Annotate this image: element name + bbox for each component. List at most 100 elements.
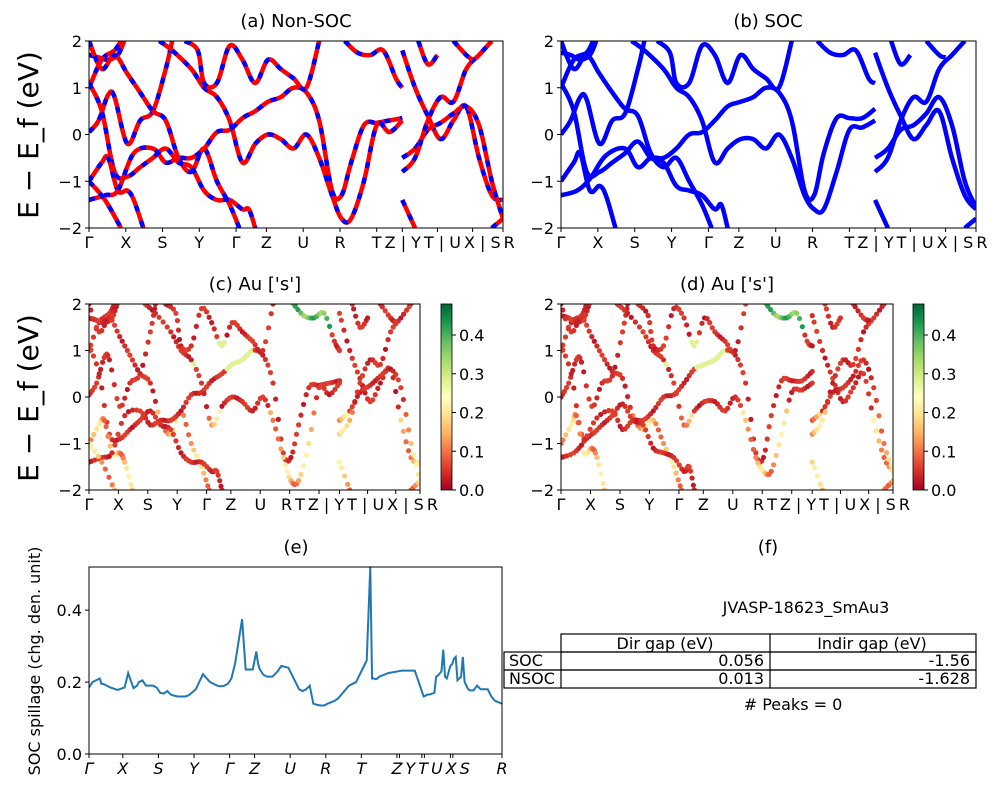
panel-c-scatter-point bbox=[403, 439, 409, 445]
panel-d-scatter-point bbox=[601, 487, 608, 490]
panel-d-colorbar-label: 0.3 bbox=[931, 365, 956, 384]
panel-c-scatter-point bbox=[267, 369, 274, 376]
panel-d-scatter-point bbox=[584, 308, 590, 314]
panel-d-scatter-point bbox=[573, 413, 579, 419]
panel-c-scatter-point bbox=[262, 356, 268, 363]
panel-c-scatter-point bbox=[405, 448, 412, 454]
panel-a-band-dash bbox=[400, 199, 418, 228]
panel-c-scatter-point bbox=[265, 402, 271, 409]
panel-c-scatter-point bbox=[336, 347, 343, 354]
panel-d-scatter-point bbox=[858, 337, 864, 343]
panel-d-scatter-point bbox=[562, 334, 569, 340]
panel-a-band-dash bbox=[89, 41, 123, 89]
panel-d-scatter-point bbox=[828, 320, 834, 326]
panel-c-scatter-point bbox=[111, 322, 118, 328]
panel-b-frame bbox=[560, 40, 977, 229]
panel-d-scatter-point bbox=[819, 487, 826, 490]
panel-c-scatter-point bbox=[109, 317, 115, 323]
panel-c-scatter-point bbox=[216, 409, 222, 415]
panel-d-scatter-point bbox=[742, 417, 749, 423]
panel-d-scatter-point bbox=[725, 405, 731, 411]
panel-d-scatter-point bbox=[766, 424, 772, 430]
panel-d-scatter-point bbox=[699, 320, 705, 326]
panel-c-colorbar-label: 0.3 bbox=[459, 365, 484, 384]
panel-c-scatter-point bbox=[370, 397, 376, 403]
panel-b-plot-area bbox=[561, 41, 976, 228]
panel-d-scatter-point bbox=[773, 392, 779, 399]
panel-d-scatter-point bbox=[850, 385, 856, 391]
panel-d-scatter-point bbox=[809, 368, 815, 375]
panel-c-colorbar-label: 0.4 bbox=[459, 326, 484, 345]
panel-d-scatter-point bbox=[604, 361, 610, 367]
panel-c-scatter-point bbox=[91, 431, 97, 438]
panel-c-scatter-point bbox=[206, 487, 212, 490]
panel-d-scatter-point bbox=[678, 415, 685, 421]
panel-d-scatter-point bbox=[886, 457, 892, 463]
panel-c-scatter-point bbox=[403, 307, 410, 313]
panel-c-scatter-point bbox=[408, 304, 414, 307]
panel-d-scatter-point bbox=[740, 409, 746, 416]
panel-d-scatter-point bbox=[737, 402, 744, 409]
panel-c-scatter-point bbox=[408, 440, 414, 447]
panel-a-xtick-label: R bbox=[504, 233, 515, 252]
panel-d-ytick-label: −2 bbox=[530, 481, 554, 500]
panel-d-scatter-point bbox=[827, 389, 833, 395]
panel-c-scatter-point bbox=[206, 415, 212, 421]
panel-c-xtick-label: T bbox=[294, 495, 305, 514]
panel-c-scatter-point bbox=[140, 410, 146, 417]
panel-d-scatter-point bbox=[881, 440, 887, 447]
panel-c-scatter-point bbox=[126, 474, 132, 480]
panel-b-band-line bbox=[561, 85, 877, 203]
panel-c-scatter-point bbox=[114, 395, 120, 402]
panel-b-xtick-label: Z bbox=[733, 233, 744, 252]
panel-d-scatter-point bbox=[809, 343, 815, 349]
panel-d-colorbar-label: 0.0 bbox=[931, 481, 956, 500]
panel-c-scatter-point bbox=[282, 462, 288, 468]
panel-c-scatter-point bbox=[352, 399, 358, 405]
panel-d-scatter-point bbox=[876, 413, 882, 419]
panel-c-scatter-point bbox=[170, 431, 176, 437]
panel-a-band-dash bbox=[89, 85, 403, 203]
panel-d-scatter-point bbox=[653, 404, 659, 411]
panel-d-scatter-point bbox=[615, 417, 621, 423]
panel-d-scatter-point bbox=[760, 454, 767, 461]
panel-c-scatter-point bbox=[205, 483, 211, 489]
panel-c-scatter-point bbox=[99, 359, 106, 365]
panel-e-xtick-label: S bbox=[460, 759, 470, 778]
panel-c-scatter-point bbox=[160, 319, 166, 325]
panel-d-scatter-point bbox=[568, 422, 574, 428]
panel-c-colorbar bbox=[440, 303, 453, 491]
panel-c-scatter-point bbox=[234, 322, 240, 328]
panel-d-scatter-point bbox=[860, 371, 867, 377]
panel-d-scatter-point bbox=[781, 420, 787, 426]
panel-d-scatter-point bbox=[578, 442, 584, 448]
panel-d-scatter-point bbox=[575, 420, 581, 426]
panel-d-scatter-point bbox=[602, 409, 608, 415]
panel-d-scatter-point bbox=[771, 402, 777, 409]
panel-d-ytick-label: 0 bbox=[544, 388, 554, 407]
panel-c-scatter-point bbox=[152, 398, 159, 404]
panel-d-scatter-point bbox=[600, 481, 606, 487]
panel-d-scatter-point bbox=[681, 315, 687, 321]
panel-d-scatter-point bbox=[619, 329, 626, 335]
panel-d-xtick-label: X bbox=[585, 495, 596, 514]
panel-c-scatter-point bbox=[385, 337, 391, 343]
panel-d-scatter-point bbox=[764, 436, 770, 442]
panel-c-scatter-point bbox=[224, 332, 230, 338]
panel-c-scatter-point bbox=[118, 420, 124, 426]
panel-d-scatter-point bbox=[577, 431, 583, 437]
panel-c-scatter-point bbox=[249, 338, 256, 344]
panel-c-scatter-point bbox=[149, 307, 155, 313]
panel-a-xtick-label: S bbox=[157, 233, 167, 252]
panel-d-scatter-point bbox=[645, 433, 651, 440]
panel-d-scatter-point bbox=[561, 304, 564, 307]
panel-c-scatter-point bbox=[105, 433, 111, 439]
panel-c-scatter-point bbox=[393, 371, 399, 378]
panel-b-band-line bbox=[655, 41, 794, 92]
panel-d-scatter-point bbox=[596, 386, 603, 392]
panel-c-scatter-point bbox=[193, 366, 199, 372]
panel-c-scatter-point bbox=[415, 471, 420, 478]
panel-d-scatter-point bbox=[568, 371, 574, 377]
